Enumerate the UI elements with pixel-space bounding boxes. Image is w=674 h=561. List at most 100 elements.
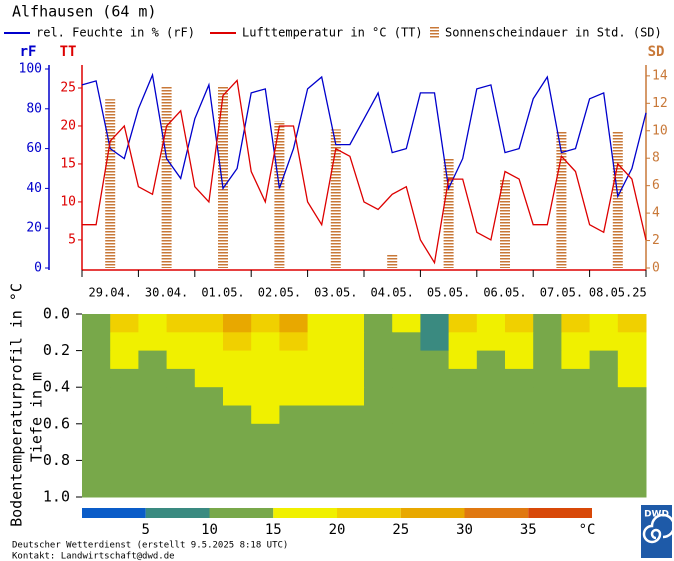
heat-cell	[223, 405, 252, 425]
y-tick-label: 100	[19, 62, 42, 77]
heat-cell	[110, 350, 139, 370]
colorbar-tick-label: 25	[392, 522, 409, 538]
heat-cell	[476, 405, 506, 425]
sunshine-bar	[330, 129, 341, 268]
heat-cell	[589, 350, 619, 370]
series-line	[81, 72, 647, 199]
heat-cell	[561, 387, 591, 406]
heat-cell	[138, 387, 168, 406]
heat-cell	[533, 350, 562, 370]
heat-cell	[448, 423, 478, 498]
heat-cell	[448, 350, 478, 370]
heat-cell	[561, 332, 591, 352]
y-tick-label: 10	[60, 194, 76, 209]
x-tick-label: 29.04.	[89, 286, 132, 300]
heat-cell	[279, 405, 309, 425]
heat-cell	[364, 314, 393, 333]
heat-cell	[335, 368, 365, 388]
y-tick-label: 1.0	[43, 488, 70, 506]
heat-cell	[251, 423, 280, 498]
heat-cell	[561, 368, 591, 388]
sunshine-bar	[105, 99, 116, 268]
heat-cell	[194, 368, 224, 388]
heat-cell	[589, 405, 619, 425]
heat-cell	[279, 332, 309, 352]
heat-cell	[110, 332, 139, 352]
heat-cell	[420, 423, 450, 498]
y-tick-label: 0.6	[43, 414, 70, 432]
legend-label: rel. Feuchte in % (rF)	[36, 26, 195, 40]
heat-cell	[223, 368, 252, 388]
heat-cell	[448, 368, 478, 388]
y-tick-label: 80	[26, 101, 42, 116]
heat-cell	[392, 368, 421, 388]
heat-cell	[82, 405, 111, 425]
y-tick-label: 20	[26, 221, 42, 236]
heat-cell	[533, 405, 562, 425]
heat-cell	[505, 332, 534, 352]
colorbar-tick-label: 10	[201, 522, 218, 538]
heat-cell	[476, 314, 506, 333]
chart-title: Alfhausen (64 m)	[12, 3, 157, 21]
colorbar-box	[337, 508, 401, 518]
logo-box	[641, 505, 672, 558]
heat-cell	[166, 314, 196, 333]
sunshine-bar	[218, 85, 228, 268]
heat-cell	[589, 368, 619, 388]
heat-cell	[194, 314, 224, 333]
y-tick-label: 2	[652, 233, 660, 248]
sunshine-bar	[387, 254, 398, 268]
heat-cell	[420, 387, 450, 406]
y-tick-label: 0.8	[43, 451, 70, 469]
heat-cell	[448, 332, 478, 352]
heat-cell	[505, 350, 534, 370]
heat-cell	[251, 387, 280, 406]
y-tick-label: 0	[652, 261, 660, 276]
heat-cell	[364, 350, 393, 370]
heat-cell	[561, 314, 591, 333]
y-axis-title: Tiefe in m	[28, 372, 46, 462]
heat-cell	[617, 368, 647, 388]
heat-cell	[505, 314, 534, 333]
heat-cell	[251, 405, 280, 425]
heat-cell	[223, 350, 252, 370]
colorbar-tick-label: 5	[142, 522, 150, 538]
colorbar-tick-label: 20	[329, 522, 346, 538]
heat-cell	[420, 350, 450, 370]
heat-cell	[589, 332, 619, 352]
heat-cell	[505, 405, 534, 425]
heat-cell	[505, 387, 534, 406]
colorbar-box	[209, 508, 274, 518]
heat-cell	[82, 368, 111, 388]
x-tick-label: 05.05.	[427, 286, 470, 300]
heat-cell	[279, 423, 309, 498]
heat-cell	[194, 387, 224, 406]
heat-cell	[617, 405, 647, 425]
y-tick-label: 25	[60, 80, 76, 95]
heat-cell	[561, 423, 591, 498]
heat-cell	[307, 387, 337, 406]
y-tick-label: 0.4	[43, 378, 70, 396]
heat-cell	[561, 350, 591, 370]
y-tick-label: 40	[26, 181, 42, 196]
heat-cell	[110, 423, 139, 498]
heat-cell	[364, 405, 393, 425]
heat-cell	[279, 350, 309, 370]
heat-cell	[194, 423, 224, 498]
colorbar-box	[528, 508, 592, 518]
heat-cell	[251, 368, 280, 388]
colorbar-tick-label: 35	[520, 522, 537, 538]
heat-cell	[82, 332, 111, 352]
y-tick-label: 20	[60, 118, 76, 133]
y-tick-label: 4	[652, 206, 660, 221]
heat-cell	[392, 332, 421, 352]
y-tick-label: 0.0	[43, 305, 70, 323]
heat-cell	[279, 314, 309, 333]
heat-cell	[561, 405, 591, 425]
heat-cell	[335, 405, 365, 425]
heat-cell	[335, 332, 365, 352]
heat-cell	[335, 387, 365, 406]
y-axis-title: rF	[20, 44, 37, 60]
heat-cell	[448, 387, 478, 406]
x-tick-label: 08.05.25	[589, 286, 647, 300]
